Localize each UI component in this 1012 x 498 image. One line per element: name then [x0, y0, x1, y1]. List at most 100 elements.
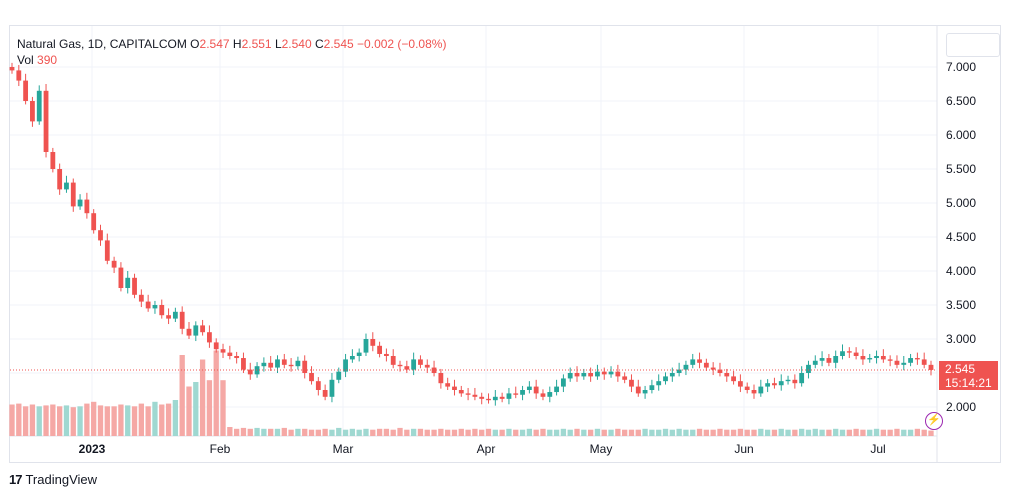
candle-body — [642, 390, 648, 394]
candle-body — [16, 70, 22, 81]
volume-bar — [438, 428, 444, 436]
volume-bar — [690, 429, 696, 436]
candle-body — [479, 396, 485, 399]
candle-body — [526, 386, 532, 390]
volume-bar — [193, 382, 199, 436]
volume-bar — [656, 429, 662, 436]
candle-body — [492, 396, 498, 401]
low-label: L — [274, 37, 282, 51]
volume-bar — [356, 429, 362, 436]
volume-bar — [451, 429, 458, 436]
candle-body — [186, 328, 192, 336]
volume-bar — [853, 428, 859, 436]
volume-bar — [70, 407, 76, 436]
candle-body — [772, 383, 777, 386]
y-tick-label: 6.500 — [946, 94, 976, 108]
candle-body — [880, 356, 886, 360]
volume-bar — [159, 404, 165, 436]
volume-legend: Vol 390 — [17, 53, 57, 67]
volume-bar — [363, 428, 369, 436]
volume-bar — [445, 429, 451, 436]
candle-body — [370, 339, 376, 346]
brand-name: TradingView — [25, 472, 98, 487]
volume-bar — [519, 429, 526, 436]
candle-body — [125, 277, 131, 288]
candle-body — [275, 359, 280, 368]
volume-bar — [465, 429, 471, 436]
candle-body — [608, 371, 614, 375]
candle-body — [377, 345, 383, 354]
x-tick-label: Mar — [333, 442, 354, 456]
bar-countdown: 15:14:21 — [945, 376, 992, 390]
candle-body — [227, 352, 233, 356]
candle-body — [329, 379, 335, 397]
volume-bar — [349, 428, 356, 436]
chart-frame[interactable] — [9, 25, 1001, 463]
volume-bar — [737, 428, 744, 436]
volume-bar — [315, 429, 321, 436]
volume-bar — [172, 400, 179, 436]
candle-body — [751, 390, 757, 394]
candle-body — [295, 360, 301, 367]
candle-body — [574, 373, 580, 377]
candle-body — [77, 199, 83, 207]
candle-body — [826, 358, 832, 363]
candle-body — [683, 364, 689, 370]
volume-bar — [724, 429, 730, 436]
candle-body — [560, 378, 566, 387]
volume-bar — [894, 428, 900, 436]
tradingview-footer[interactable]: 17 TradingView — [9, 472, 97, 487]
volume-bar — [410, 428, 417, 436]
volume-bar — [669, 429, 675, 436]
candle-body — [193, 325, 199, 336]
volume-bar — [50, 404, 56, 436]
volume-bar — [628, 429, 635, 436]
candle-body — [9, 67, 15, 71]
candle-body — [649, 385, 655, 390]
volume-bar — [499, 429, 505, 436]
price-scale-settings-box[interactable] — [946, 33, 1000, 57]
volume-bar — [424, 429, 430, 436]
volume-bar — [145, 406, 151, 436]
candle-body — [812, 360, 818, 365]
candle-body — [384, 353, 389, 356]
candle-body — [622, 376, 628, 380]
candle-body — [98, 230, 103, 241]
y-tick-label: 6.000 — [946, 128, 976, 142]
candle-body — [840, 351, 845, 356]
volume-bar — [233, 428, 240, 436]
lightning-icon[interactable]: ⚡ — [925, 412, 943, 430]
candle-body — [901, 362, 907, 365]
volume-bar — [329, 429, 335, 436]
candle-body — [254, 366, 260, 375]
candle-body — [785, 379, 791, 382]
volume-bar — [138, 403, 144, 436]
volume-bar — [199, 359, 206, 436]
volume-label[interactable]: Vol — [17, 53, 34, 67]
candle-body — [322, 390, 328, 397]
symbol-title[interactable]: Natural Gas, 1D, CAPITALCOM — [17, 37, 187, 51]
candle-body — [50, 152, 56, 169]
volume-bar — [867, 429, 873, 436]
volume-bar — [254, 427, 260, 436]
volume-bar — [560, 428, 567, 436]
candle-body — [486, 398, 491, 401]
candle-body — [615, 371, 621, 377]
volume-bar — [540, 428, 546, 436]
candle-body — [567, 373, 573, 379]
candle-body — [138, 294, 144, 302]
volume-bar — [36, 406, 42, 436]
volume-bar — [533, 429, 539, 436]
volume-bar — [56, 406, 63, 436]
tradingview-logo-icon: 17 — [9, 472, 23, 487]
candle-body — [921, 359, 927, 365]
y-tick-label: 4.500 — [946, 230, 976, 244]
candle-body — [268, 362, 274, 368]
candle-body — [43, 90, 49, 152]
candle-body — [914, 358, 920, 360]
y-tick-label: 7.000 — [946, 60, 976, 74]
candle-body — [390, 356, 396, 365]
candle-body — [132, 277, 137, 295]
volume-bar — [587, 429, 594, 436]
